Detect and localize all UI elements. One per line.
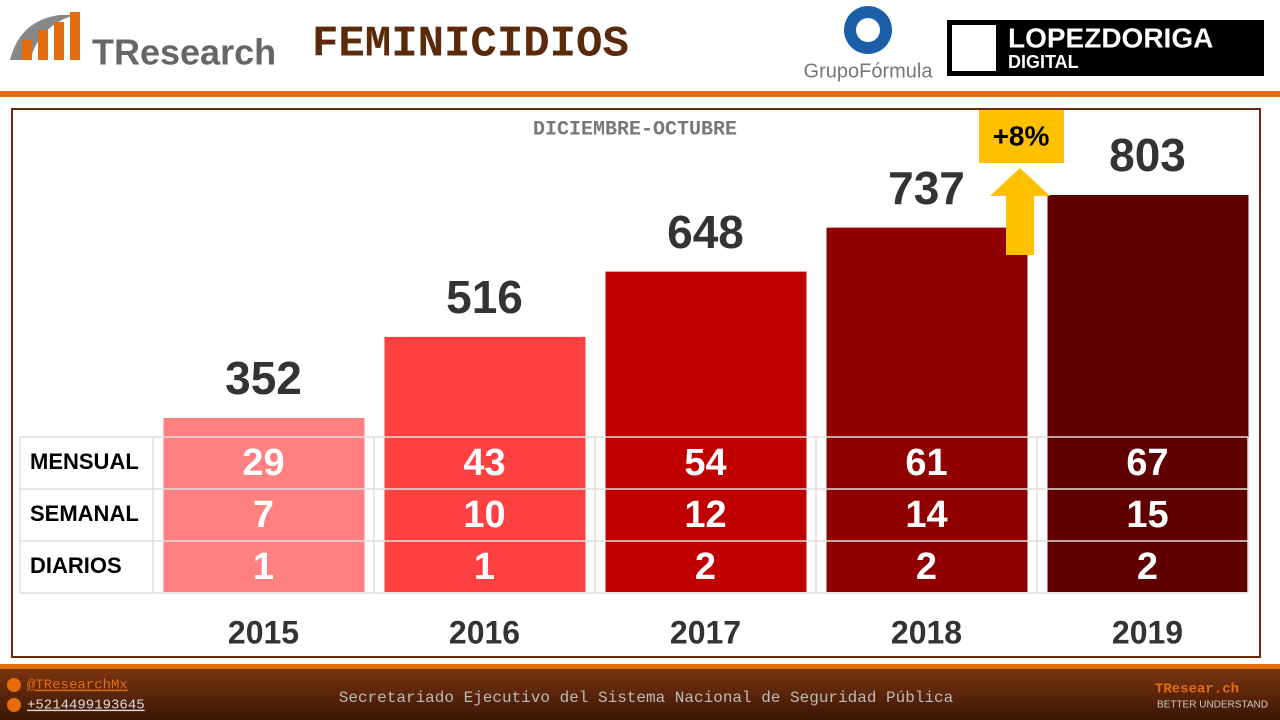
value-label: 516 [446,271,523,323]
bar [384,336,586,592]
bar [826,227,1028,593]
x-tick-label: 2015 [228,614,299,650]
media-logo-mark [952,25,996,71]
media-logo: LOPEZDORIGA [1008,22,1213,53]
logo-bar [54,22,64,60]
chart-subtitle: DICIEMBRE-OCTUBRE [533,118,737,141]
arrow [990,168,1050,255]
twitter-handle: @TResearchMx [27,678,128,694]
table-cell: 61 [905,442,947,484]
logo-bar [70,12,80,60]
table-cell: 67 [1126,442,1168,484]
table-cell: 2 [916,546,937,588]
table-cell: 2 [695,546,716,588]
x-tick-label: 2018 [891,614,962,650]
row-label: MENSUAL [30,449,139,474]
value-label: 803 [1109,129,1186,181]
annotation: +8% [993,120,1050,151]
footer [0,669,1280,720]
row-label: SEMANAL [30,501,139,526]
bar [605,271,807,592]
table-cell: 29 [242,442,284,484]
chart: 352 2015 516 2016 648 2017 737 2018 803 2019 MENSU… [19,110,1249,650]
table-cell: 54 [684,442,726,484]
logo-bar [22,40,32,60]
phone: +5214499193645 [27,698,145,714]
chart-title: FEMINICIDIOS [312,20,629,70]
partner-icon [856,18,880,42]
logo-bar [38,30,48,60]
source: Secretariado Ejecutivo del Sistema Nacio… [339,689,954,707]
row-label: DIARIOS [30,553,122,578]
bar [163,417,365,592]
bar [1047,195,1249,592]
twitter-icon [7,678,21,692]
value-label: 737 [888,162,965,214]
x-tick-label: 2017 [670,614,741,650]
footer-rule [0,664,1280,669]
table-cell: 1 [474,546,495,588]
tagline: BETTER UNDERSTAND [1157,700,1268,711]
table-cell: 10 [463,494,505,536]
header-rule [0,91,1280,97]
brand-logo: TResearch [92,32,276,73]
annotation-box [979,110,1064,163]
phone-icon [7,698,21,712]
table-cell: 1 [253,546,274,588]
media-logo: DIGITAL [1008,52,1079,72]
table-cell: 2 [1137,546,1158,588]
table-cell: 43 [463,442,505,484]
table-cell: 15 [1126,494,1168,536]
partner-logo: GrupoFórmula [804,60,934,82]
x-tick-label: 2016 [449,614,520,650]
media-logo-box [947,20,1264,76]
x-tick-label: 2019 [1112,614,1183,650]
table-cell: 14 [905,494,947,536]
value-label: 352 [225,352,302,404]
site: TResear.ch [1155,682,1239,698]
table-cell: 7 [253,494,274,536]
value-label: 648 [667,206,744,258]
table-cell: 12 [684,494,726,536]
